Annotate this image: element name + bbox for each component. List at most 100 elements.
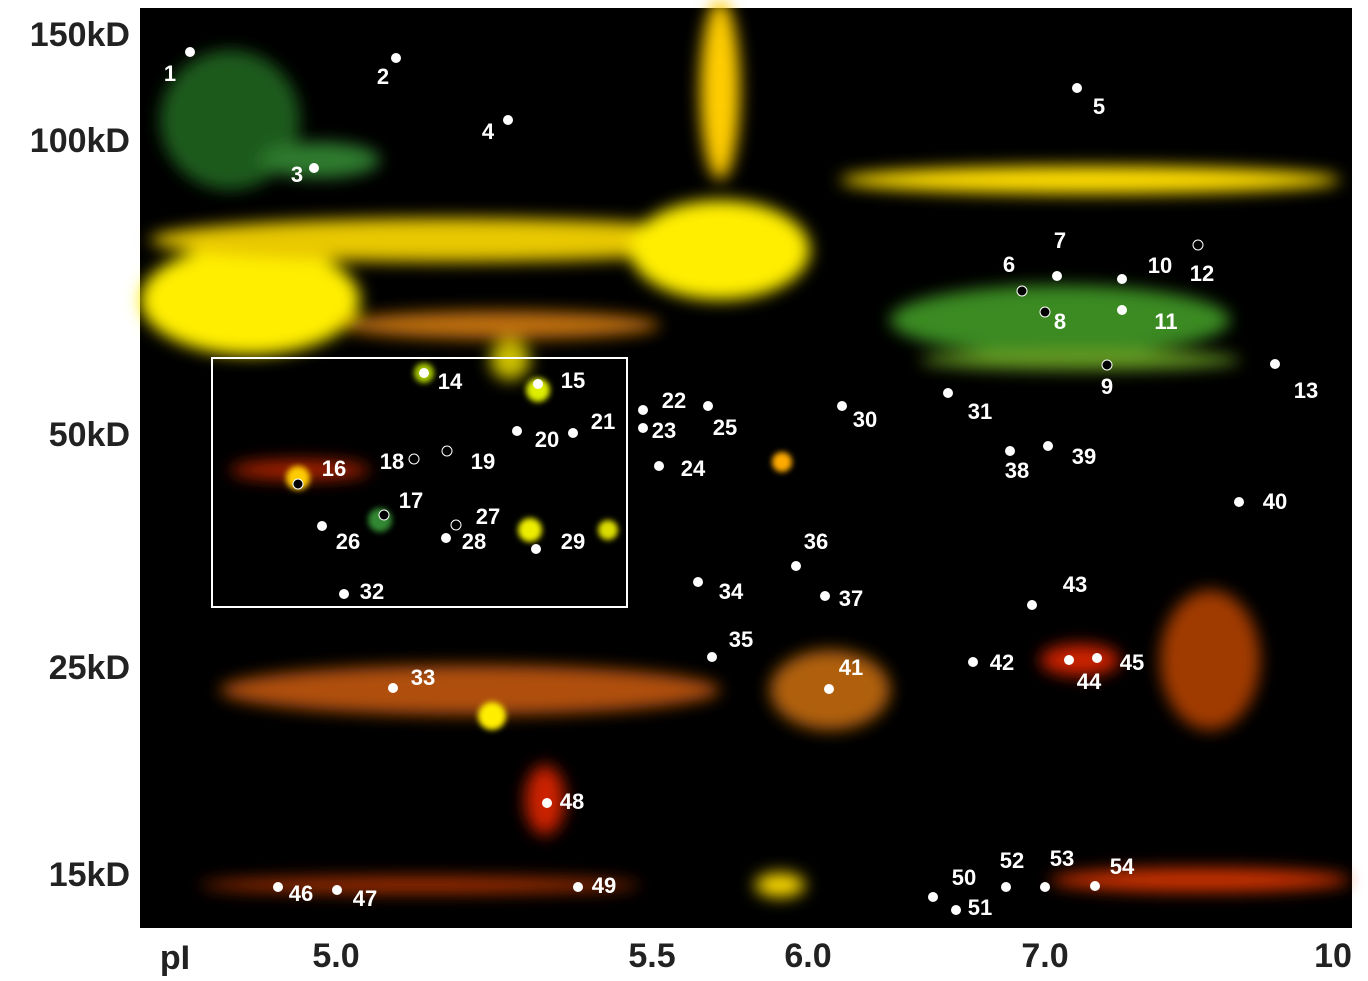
spot-marker [1117, 305, 1127, 315]
spot-marker [943, 388, 953, 398]
spot-label: 11 [1154, 309, 1177, 334]
spot-marker [1270, 359, 1280, 369]
spot-label: 42 [990, 650, 1014, 675]
spot-marker [388, 683, 398, 693]
spot-label: 27 [476, 504, 500, 529]
spot-label: 2 [377, 64, 389, 89]
spot-marker [951, 905, 961, 915]
spot-label: 17 [399, 488, 423, 513]
spot-marker [531, 544, 541, 554]
spot-marker [1040, 882, 1050, 892]
spot-label: 8 [1054, 309, 1066, 334]
spot-label: 43 [1063, 572, 1087, 597]
spot-marker [273, 882, 283, 892]
spot-label: 12 [1190, 261, 1214, 286]
spot-marker [503, 115, 513, 125]
x-axis-label: 7.0 [1021, 937, 1068, 975]
spot-marker [824, 684, 834, 694]
spot-label: 13 [1294, 378, 1318, 403]
spot-marker [185, 47, 195, 57]
y-axis-label: 100kD [30, 122, 130, 160]
spot-marker [1001, 882, 1011, 892]
spot-marker [1005, 446, 1015, 456]
spot-marker [317, 521, 327, 531]
spot-marker [638, 405, 648, 415]
spot-label: 38 [1005, 458, 1029, 483]
spot-label: 25 [713, 415, 737, 440]
spot-marker [573, 882, 583, 892]
spot-marker [1092, 653, 1102, 663]
spot-label: 46 [289, 881, 313, 906]
x-axis-title: pI [160, 939, 190, 977]
spot-marker [693, 577, 703, 587]
spot-label: 53 [1050, 846, 1074, 871]
spot-marker [1117, 274, 1127, 284]
spot-label: 22 [662, 388, 686, 413]
spot-label: 19 [471, 449, 495, 474]
spot-marker [1027, 600, 1037, 610]
spot-label: 16 [322, 456, 346, 481]
spot-marker [309, 163, 319, 173]
spot-marker [391, 53, 401, 63]
y-axis-label: 25kD [49, 649, 130, 687]
spot-marker [638, 423, 648, 433]
spot-marker [1064, 655, 1074, 665]
spot-label: 47 [353, 886, 377, 911]
x-axis-label: 10 [1314, 937, 1352, 975]
spot-label: 39 [1072, 444, 1096, 469]
spot-label: 48 [560, 789, 584, 814]
spot-label: 21 [591, 409, 615, 434]
spot-marker [1090, 881, 1100, 891]
x-axis-label: 5.5 [628, 937, 675, 975]
spot-label: 26 [336, 529, 360, 554]
spot-label: 23 [652, 418, 676, 443]
spot-label: 15 [561, 368, 585, 393]
spot-label: 51 [968, 895, 992, 920]
spot-label: 33 [411, 665, 435, 690]
spot-label: 9 [1101, 374, 1113, 399]
spot-label: 41 [839, 655, 863, 680]
spot-marker [292, 478, 304, 490]
spot-marker [332, 885, 342, 895]
spot-marker [441, 533, 451, 543]
spot-label: 32 [360, 579, 384, 604]
x-axis-label: 5.0 [312, 937, 359, 975]
spot-label: 1 [164, 61, 176, 86]
spot-label: 18 [380, 449, 404, 474]
spot-marker [378, 509, 390, 521]
spot-label: 14 [438, 369, 463, 394]
spot-marker [703, 401, 713, 411]
spot-label: 20 [535, 427, 559, 452]
spot-marker [1192, 239, 1204, 251]
spot-marker [837, 401, 847, 411]
spot-marker [968, 657, 978, 667]
spot-label: 4 [482, 119, 495, 144]
spot-label: 10 [1148, 253, 1172, 278]
spot-marker [339, 589, 349, 599]
spot-marker [654, 461, 664, 471]
spot-marker [1043, 441, 1053, 451]
spot-marker [1234, 497, 1244, 507]
spot-label: 37 [839, 586, 863, 611]
inset-box [211, 357, 628, 608]
spot-label: 44 [1077, 669, 1102, 694]
spot-label: 30 [853, 407, 877, 432]
spot-label: 29 [561, 529, 585, 554]
spot-label: 54 [1110, 854, 1135, 879]
spot-marker [512, 426, 522, 436]
spot-marker [542, 798, 552, 808]
spot-marker [1052, 271, 1062, 281]
spot-marker [707, 652, 717, 662]
spot-label: 40 [1263, 489, 1287, 514]
spot-marker [450, 519, 462, 531]
spot-marker [419, 368, 429, 378]
spot-label: 28 [462, 529, 486, 554]
spot-marker [791, 561, 801, 571]
spot-label: 6 [1003, 252, 1015, 277]
spot-label: 7 [1054, 228, 1066, 253]
y-axis-label: 50kD [49, 416, 130, 454]
y-axis-label: 15kD [49, 856, 130, 894]
spot-label: 5 [1093, 94, 1105, 119]
spot-label: 52 [1000, 848, 1024, 873]
